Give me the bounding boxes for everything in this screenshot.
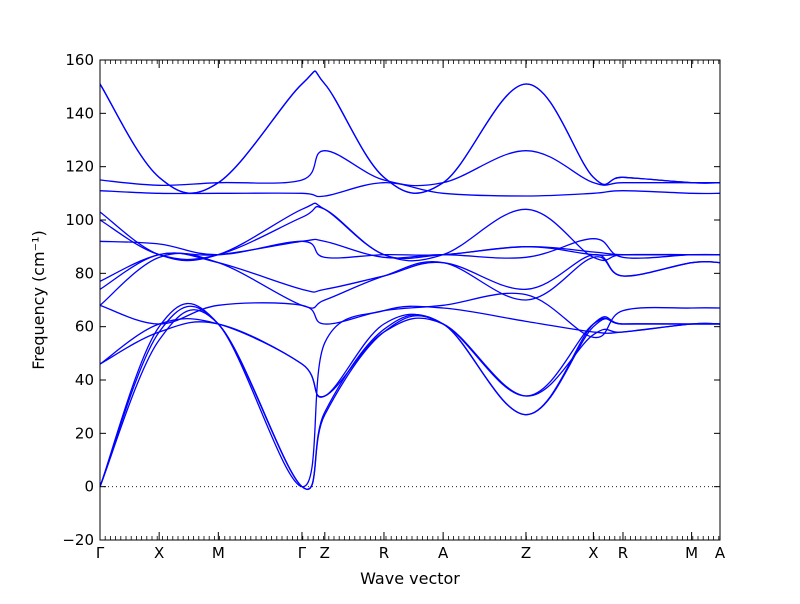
y-axis-ticks: −20 0 20 40 60 80 100 120 140 160 [62,51,720,549]
x-axis-label: Wave vector [360,569,460,588]
y-tick-label: −20 [62,531,94,549]
band-line-13 [99,182,721,198]
x-tick-label: X [588,544,598,562]
band-line-2 [99,305,720,490]
x-tick-label: M [685,544,698,562]
x-tick-label: R [379,544,389,562]
y-tick-label: 20 [75,424,94,442]
y-tick-label: 80 [75,264,94,282]
band-line-16 [99,70,721,194]
y-tick-label: 140 [65,104,94,122]
y-tick-label: 160 [65,51,94,69]
band-line-14 [99,150,720,187]
band-line-7 [99,252,721,309]
y-axis-label: Frequency (cm⁻¹) [29,230,48,369]
band-line-5 [99,313,720,398]
y-tick-label: 40 [75,371,94,389]
plot-frame [99,59,721,541]
x-tick-label: Z [320,544,330,562]
band-line-4 [99,317,721,398]
band-line-15 [99,70,721,194]
band-line-12 [99,202,720,262]
band-line-1 [99,309,720,490]
x-tick-label: M [212,544,225,562]
y-tick-label: 0 [84,478,94,496]
y-tick-label: 100 [65,211,94,229]
x-tick-label: Γ [96,544,105,562]
x-tick-label: A [715,544,726,562]
x-tick-label: X [154,544,164,562]
y-tick-label: 120 [65,158,94,176]
x-tick-label: Γ [298,544,307,562]
x-tick-label: A [438,544,449,562]
band-line-6 [99,292,721,338]
band-line-8 [99,252,721,293]
x-tick-label: R [618,544,628,562]
y-tick-label: 60 [75,318,94,336]
x-tick-label: Z [521,544,531,562]
chart-marks [99,70,721,490]
